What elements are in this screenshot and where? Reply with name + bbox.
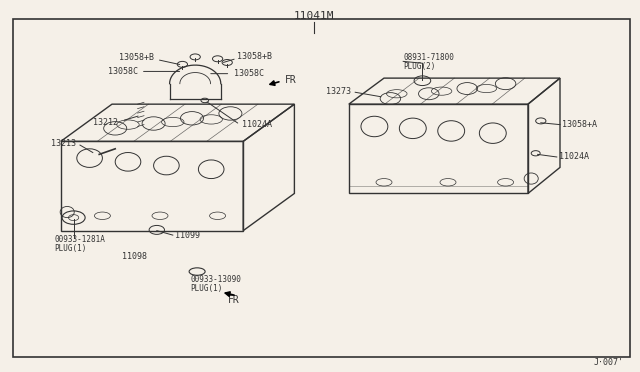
- Text: 08931-71800: 08931-71800: [403, 53, 454, 62]
- Text: 13273: 13273: [326, 87, 351, 96]
- Text: 11024A: 11024A: [559, 153, 589, 161]
- Text: PLUG(1): PLUG(1): [54, 244, 87, 253]
- Text: 13058C: 13058C: [108, 67, 138, 76]
- Text: 11041M: 11041M: [293, 12, 334, 21]
- Text: 13213: 13213: [51, 140, 76, 148]
- Text: PLUG(2): PLUG(2): [403, 62, 436, 71]
- Text: 00933-1281A: 00933-1281A: [54, 235, 105, 244]
- Text: PLUG(1): PLUG(1): [191, 284, 223, 293]
- Text: 13058+B: 13058+B: [237, 52, 272, 61]
- Text: 11099: 11099: [175, 231, 200, 240]
- Text: 11098: 11098: [122, 252, 147, 261]
- Text: 13058+B: 13058+B: [118, 53, 154, 62]
- Text: 13212: 13212: [93, 118, 118, 126]
- Text: 13058C: 13058C: [234, 69, 264, 78]
- Text: 00933-13090: 00933-13090: [191, 275, 241, 284]
- Text: 13058+A: 13058+A: [562, 120, 597, 129]
- Text: 11024A: 11024A: [242, 120, 272, 129]
- Text: FR: FR: [285, 75, 296, 85]
- Text: FR: FR: [228, 295, 240, 305]
- Text: J·007': J·007': [594, 358, 624, 367]
